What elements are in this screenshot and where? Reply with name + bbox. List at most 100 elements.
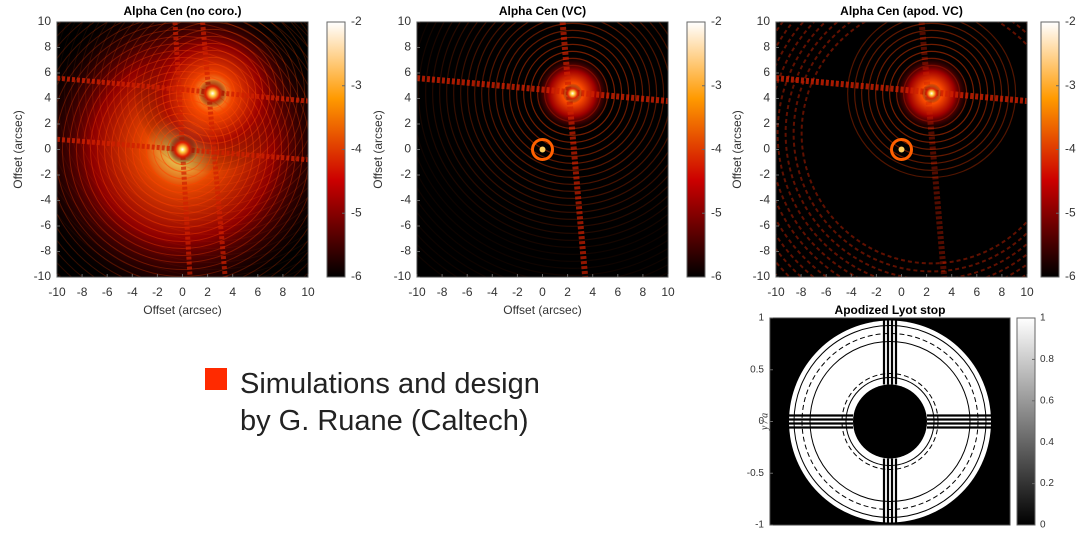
lyot-hole <box>853 384 927 459</box>
y-tick-label: -4 <box>40 193 51 207</box>
image <box>417 22 668 277</box>
x-tick-label: -2 <box>512 285 523 299</box>
ring <box>169 49 257 137</box>
ring <box>889 50 975 137</box>
ring <box>530 50 616 137</box>
ring-core <box>890 138 913 161</box>
x-tick-label: -2 <box>152 285 163 299</box>
colorbar-tick-label: -5 <box>351 205 362 219</box>
y-tick-label: 6 <box>763 65 770 79</box>
x-tick-label: -6 <box>821 285 832 299</box>
y-tick-label: -8 <box>40 244 51 258</box>
y-tick-label: 10 <box>757 14 771 28</box>
y-tick-label: 8 <box>763 40 770 54</box>
bullet-text: by G. Ruane (Caltech) <box>240 405 529 437</box>
ring <box>57 188 308 277</box>
x-tick-label: -8 <box>437 285 448 299</box>
ring <box>847 22 1017 178</box>
y-tick-label: -4 <box>759 193 770 207</box>
ring <box>488 22 658 178</box>
ring <box>78 22 308 228</box>
y-tick-label: 0 <box>758 416 764 427</box>
y-tick-label: -1 <box>755 520 764 531</box>
x-tick-label: 2 <box>923 285 930 299</box>
x-axis-label: Offset (arcsec) <box>143 303 221 317</box>
colorbar-tick-label: 0.4 <box>1040 437 1054 448</box>
spike <box>417 75 668 105</box>
x-tick-label: -6 <box>102 285 113 299</box>
core <box>921 83 942 104</box>
ring <box>57 22 308 249</box>
ring <box>85 22 308 221</box>
y-axis-label: Offset (arcsec) <box>730 110 744 188</box>
ring <box>425 22 668 241</box>
x-tick-label: 10 <box>661 285 675 299</box>
x-tick-label: 0 <box>898 285 905 299</box>
ring <box>868 29 996 158</box>
x-tick-label: 0 <box>539 285 546 299</box>
ring <box>417 22 668 255</box>
ring <box>453 22 668 213</box>
y-tick-label: 0 <box>763 142 770 156</box>
ring <box>861 22 1003 165</box>
image <box>57 22 308 277</box>
spike <box>559 22 589 277</box>
colorbar-tick-label: 0.2 <box>1040 478 1054 489</box>
ring <box>62 29 303 270</box>
x-tick-label: 4 <box>229 285 236 299</box>
ring <box>417 22 668 262</box>
image <box>776 22 1027 277</box>
panel-title: Alpha Cen (apod. VC) <box>840 4 963 18</box>
ring <box>104 71 261 228</box>
spike <box>776 75 1027 105</box>
x-tick-label: 8 <box>640 285 647 299</box>
y-tick-label: 6 <box>404 65 411 79</box>
y-tick-label: 2 <box>404 116 411 130</box>
y-tick-label: 0 <box>44 142 51 156</box>
colorbar-tick-label: -4 <box>711 142 722 156</box>
ring <box>92 22 308 214</box>
ring <box>432 22 668 234</box>
y-tick-label: -0.5 <box>747 468 765 479</box>
y-tick-label: 8 <box>44 40 51 54</box>
colorbar-tick-label: -6 <box>711 269 722 283</box>
ring <box>446 22 668 220</box>
colorbar-tick-label: -2 <box>1065 14 1076 28</box>
colorbar-tick-label: 1 <box>1040 313 1046 324</box>
colorbar-tick-label: 0.6 <box>1040 395 1054 406</box>
x-tick-label: 10 <box>301 285 315 299</box>
lyot-ring <box>841 373 939 470</box>
lyot-title: Apodized Lyot stop <box>835 303 946 317</box>
ring <box>132 99 233 200</box>
ring <box>76 43 289 256</box>
x-tick-label: -10 <box>767 285 785 299</box>
ring <box>90 57 275 242</box>
x-tick-label: -6 <box>462 285 473 299</box>
core <box>168 135 197 164</box>
x-tick-label: -10 <box>48 285 66 299</box>
ring <box>474 22 668 192</box>
x-tick-label: 8 <box>999 285 1006 299</box>
y-tick-label: 2 <box>44 116 51 130</box>
core <box>898 146 905 153</box>
ring <box>467 22 668 199</box>
x-tick-label: -4 <box>846 285 857 299</box>
x-tick-label: 10 <box>1020 285 1034 299</box>
ring <box>99 22 308 207</box>
ring <box>776 22 1027 277</box>
y-tick-label: 4 <box>404 91 411 105</box>
y-tick-label: -2 <box>40 167 51 181</box>
spike <box>918 22 948 277</box>
colorbar-tick-label: -4 <box>351 142 362 156</box>
colorbar-tick-label: -5 <box>1065 205 1076 219</box>
y-tick-label: -6 <box>400 218 411 232</box>
ring <box>113 22 308 193</box>
spike <box>200 22 228 277</box>
ring <box>125 92 240 207</box>
ring <box>481 22 665 185</box>
y-tick-label: 10 <box>38 14 52 28</box>
ring <box>439 22 668 227</box>
y-tick-label: 0.5 <box>750 364 764 375</box>
core <box>198 79 227 108</box>
